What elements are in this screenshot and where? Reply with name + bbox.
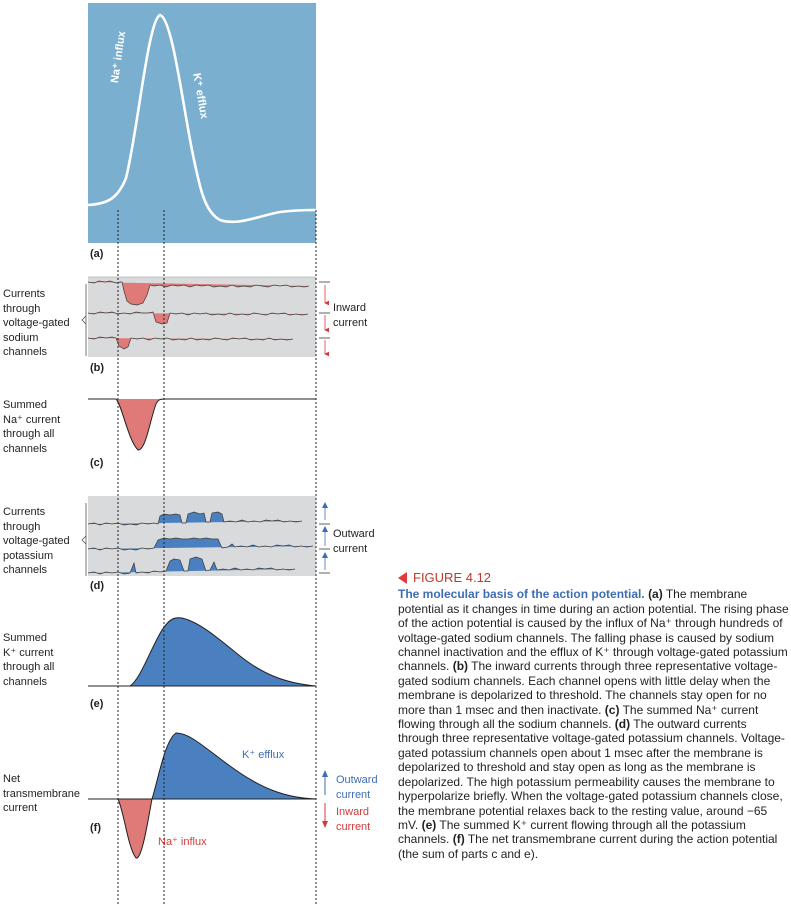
panel-e-label: (e) [90,698,104,710]
figure-number-text: FIGURE 4.12 [413,570,492,585]
panel-f-label: (f) [90,822,101,834]
panel-c-label: (c) [90,457,104,469]
panel-d-potassium-traces [81,496,330,576]
action-potential-trace [87,13,317,224]
potassium-brace [81,503,87,576]
potassium-trace-1 [87,511,303,526]
figure-caption: FIGURE 4.12 The molecular basis of the a… [398,570,790,861]
net-inward-label: Inward current [336,806,371,833]
panel-e-side-label: Summed K⁺ current through all channels [3,632,55,688]
panel-b-label: (b) [90,362,105,374]
caption-tag-b: (b) [452,659,469,674]
summed-na-area [88,398,316,451]
panel-c-summed-na [88,398,316,451]
caption-text-a: The membrane potential as it changes in … [398,587,789,674]
panel-b-sodium-traces [81,276,330,357]
figure-number: FIGURE 4.12 [398,570,790,585]
panel-d-side-label: Currents through voltage-gated potassium… [3,506,70,576]
net-na-area [117,798,153,859]
potassium-trace-2 [87,537,314,551]
panel-a-label: (a) [90,248,104,260]
caption-text: The molecular basis of the action potent… [398,587,790,861]
left-triangle-icon [398,572,407,585]
caption-title: The molecular basis of the action potent… [398,587,645,602]
sodium-trace-1 [87,280,310,306]
caption-text-d: The outward currents through three repre… [398,717,785,832]
sodium-trace-3 [87,336,294,350]
net-na-influx-label: Na⁺ influx [158,836,207,848]
inward-current-label: Inward current [333,302,368,329]
caption-tag-a: (a) [648,587,663,602]
panel-c-side-label: Summed Na⁺ current through all channels [3,399,61,455]
panel-f-net-current [88,732,328,859]
caption-tag-f: (f) [452,832,465,847]
caption-tag-d: (d) [614,717,631,732]
caption-text-e: The summed K⁺ current flowing through al… [398,817,746,847]
net-current-arrows [322,770,328,828]
inward-current-arrows [319,281,330,357]
potassium-trace-3 [87,556,296,575]
panel-b-side-label: Currents through voltage-gated sodium ch… [3,288,70,358]
panel-f-side-label: Net transmembrane current [3,773,81,814]
caption-text-c: The summed Na⁺ current flowing through a… [398,702,759,732]
sodium-trace-2 [87,311,309,325]
net-k-area [151,732,317,800]
summed-k-area [88,617,317,687]
panel-a-action-potential [87,3,317,243]
net-outward-label: Outward current [336,774,378,801]
outward-current-label: Outward current [333,528,375,555]
sodium-brace [81,284,87,356]
panel-e-summed-k [88,617,317,687]
panel-a-background [88,3,316,243]
caption-text-f: The net transmembrane current during the… [398,832,778,861]
caption-tag-c: (c) [604,702,620,717]
caption-text-b: The inward currents through three repres… [398,659,778,717]
outward-current-arrows [319,502,330,574]
caption-tag-e: (e) [421,817,437,832]
panel-d-label: (d) [90,580,105,592]
net-k-efflux-label: K⁺ efflux [242,749,285,761]
